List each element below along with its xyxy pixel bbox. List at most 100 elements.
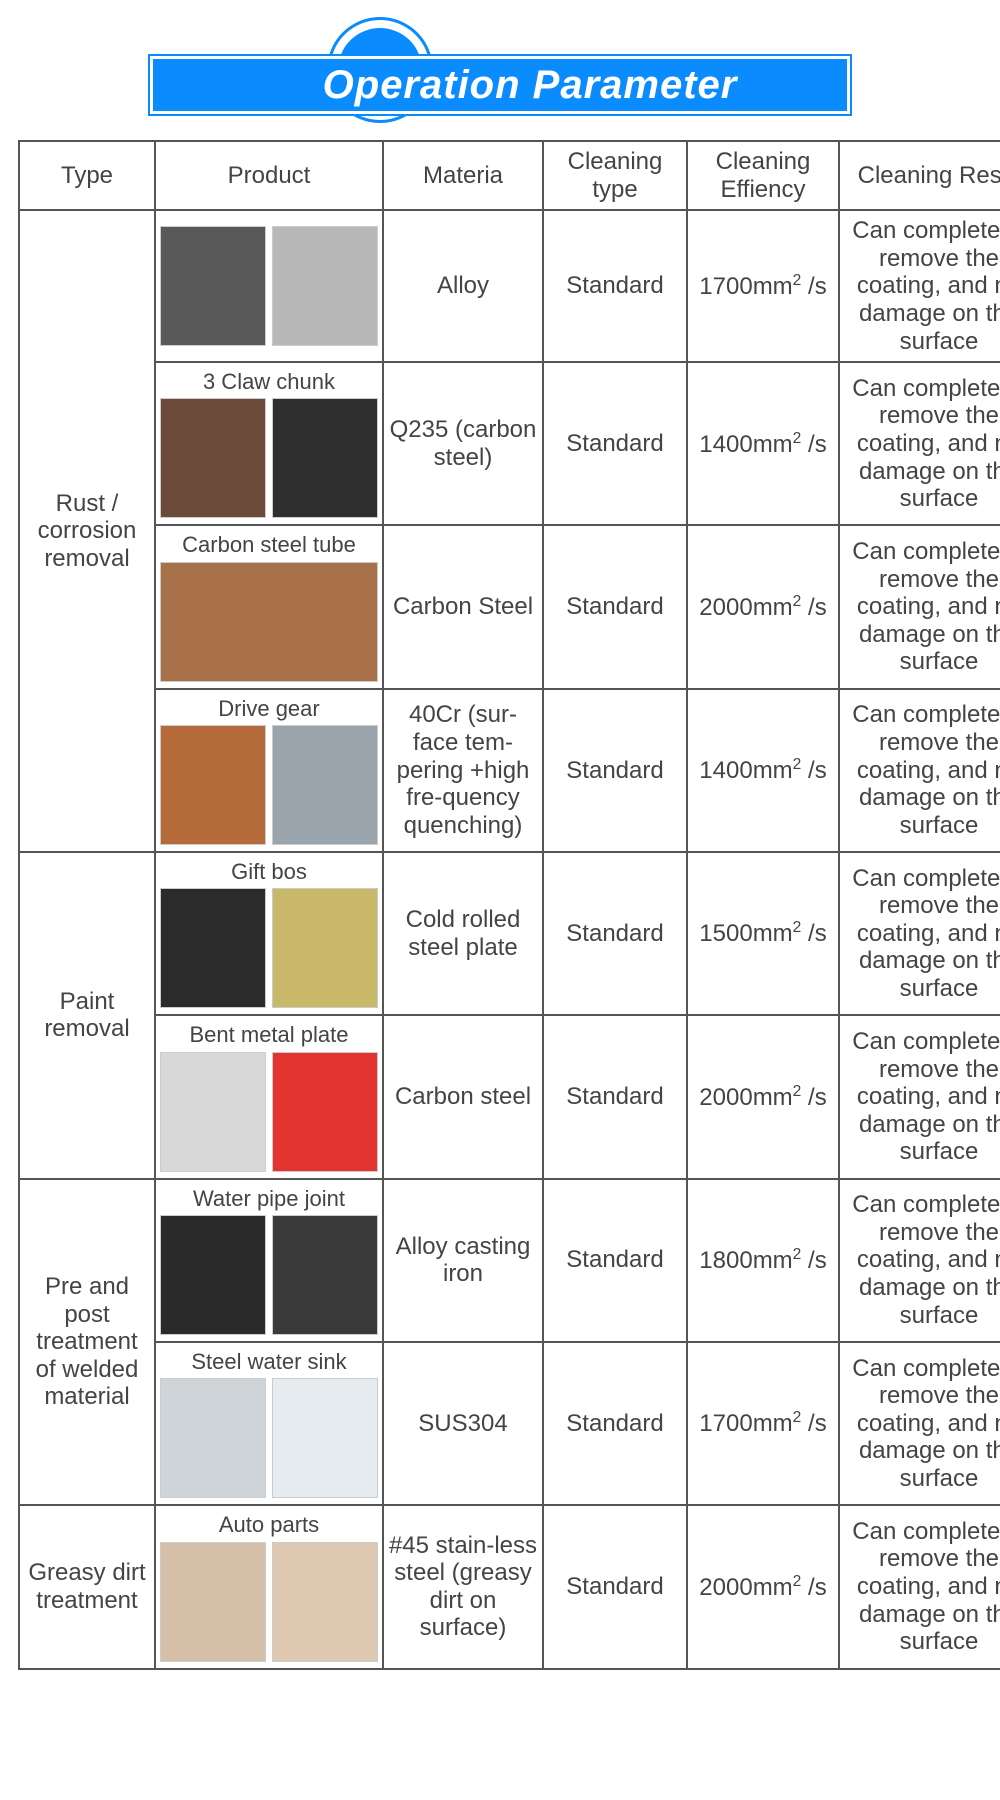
product-swatch	[160, 398, 266, 518]
efficiency-unit: /s	[801, 1084, 826, 1111]
efficiency-value: 1800mm	[699, 1247, 792, 1274]
table-row: Greasy dirt treatmentAuto parts#45 stain…	[19, 1505, 1000, 1668]
material-cell: 40Cr (sur-face tem-pering +high fre-quen…	[383, 689, 543, 852]
product-image-placeholder	[160, 1542, 378, 1662]
product-cell: Auto parts	[155, 1505, 383, 1668]
material-cell: Q235 (carbon steel)	[383, 362, 543, 525]
product-image-placeholder	[160, 226, 378, 346]
cleaning-type-cell: Standard	[543, 210, 687, 362]
result-cell: Can complete-ly remove the coating, and …	[839, 362, 1000, 525]
result-cell: Can complete-ly remove the coating, and …	[839, 1505, 1000, 1668]
efficiency-value: 2000mm	[699, 594, 792, 621]
efficiency-cell: 2000mm2 /s	[687, 1505, 839, 1668]
efficiency-value: 2000mm	[699, 1574, 792, 1601]
product-cell: Carbon steel tube	[155, 525, 383, 688]
cleaning-type-cell: Standard	[543, 362, 687, 525]
banner-bar: Operation Parameter	[150, 56, 850, 114]
product-cell	[155, 210, 383, 362]
product-label: 3 Claw chunk	[160, 369, 378, 394]
table-row: Steel water sinkSUS304Standard1700mm2 /s…	[19, 1342, 1000, 1505]
product-swatch	[272, 1052, 378, 1172]
efficiency-unit: /s	[801, 273, 826, 300]
product-label: Drive gear	[160, 696, 378, 721]
result-cell: Can complete-ly remove the coating, and …	[839, 1015, 1000, 1178]
header-cleaning-eff: Cleaning Effiency	[687, 141, 839, 210]
product-image-placeholder	[160, 1215, 378, 1335]
cleaning-type-cell: Standard	[543, 852, 687, 1015]
product-image-placeholder	[160, 562, 378, 682]
product-swatch	[272, 1215, 378, 1335]
banner-title: Operation Parameter	[323, 63, 738, 108]
product-image-placeholder	[160, 1378, 378, 1498]
product-label: Carbon steel tube	[160, 532, 378, 557]
header-material: Materia	[383, 141, 543, 210]
product-cell: Water pipe joint	[155, 1179, 383, 1342]
efficiency-cell: 1700mm2 /s	[687, 210, 839, 362]
efficiency-cell: 2000mm2 /s	[687, 525, 839, 688]
type-cell: Paint removal	[19, 852, 155, 1179]
table-row: Paint removalGift bosCold rolled steel p…	[19, 852, 1000, 1015]
product-swatch	[160, 1052, 266, 1172]
product-cell: Gift bos	[155, 852, 383, 1015]
product-swatch	[272, 1542, 378, 1662]
product-image-placeholder	[160, 725, 378, 845]
product-swatch	[272, 1378, 378, 1498]
efficiency-value: 1400mm	[699, 431, 792, 458]
type-cell: Rust / corrosion removal	[19, 210, 155, 852]
product-swatch	[272, 398, 378, 518]
efficiency-unit: /s	[801, 1574, 826, 1601]
efficiency-value: 2000mm	[699, 1084, 792, 1111]
cleaning-type-cell: Standard	[543, 689, 687, 852]
result-cell: Can complete-ly remove the coating, and …	[839, 210, 1000, 362]
product-swatch	[272, 226, 378, 346]
efficiency-cell: 2000mm2 /s	[687, 1015, 839, 1178]
header-type: Type	[19, 141, 155, 210]
product-swatch	[160, 562, 378, 682]
product-swatch	[160, 1542, 266, 1662]
cleaning-type-cell: Standard	[543, 1342, 687, 1505]
banner: Operation Parameter	[0, 20, 1000, 120]
efficiency-cell: 1400mm2 /s	[687, 689, 839, 852]
product-image-placeholder	[160, 1052, 378, 1172]
product-cell: Bent metal plate	[155, 1015, 383, 1178]
type-cell: Pre and post treatment of welded materia…	[19, 1179, 155, 1506]
efficiency-value: 1500mm	[699, 920, 792, 947]
material-cell: Carbon steel	[383, 1015, 543, 1178]
cleaning-type-cell: Standard	[543, 1179, 687, 1342]
result-cell: Can complete-ly remove the coating, and …	[839, 852, 1000, 1015]
product-swatch	[272, 888, 378, 1008]
product-label: Bent metal plate	[160, 1022, 378, 1047]
cleaning-type-cell: Standard	[543, 525, 687, 688]
efficiency-cell: 1800mm2 /s	[687, 1179, 839, 1342]
table-row: Carbon steel tubeCarbon SteelStandard200…	[19, 525, 1000, 688]
product-image-placeholder	[160, 888, 378, 1008]
table-row: Rust / corrosion removalAlloyStandard170…	[19, 210, 1000, 362]
efficiency-unit: /s	[801, 1410, 826, 1437]
result-cell: Can complete-ly remove the coating, and …	[839, 1179, 1000, 1342]
material-cell: Alloy	[383, 210, 543, 362]
product-cell: Drive gear	[155, 689, 383, 852]
result-cell: Can complete-ly remove the coating, and …	[839, 689, 1000, 852]
cleaning-type-cell: Standard	[543, 1015, 687, 1178]
cleaning-type-cell: Standard	[543, 1505, 687, 1668]
product-label: Auto parts	[160, 1512, 378, 1537]
result-cell: Can complete-ly remove the coating, and …	[839, 1342, 1000, 1505]
efficiency-value: 1700mm	[699, 273, 792, 300]
header-cleaning-result: Cleaning Resul	[839, 141, 1000, 210]
product-label: Steel water sink	[160, 1349, 378, 1374]
table-row: 3 Claw chunkQ235 (carbon steel)Standard 1…	[19, 362, 1000, 525]
product-swatch	[160, 226, 266, 346]
product-swatch	[160, 1215, 266, 1335]
material-cell: Carbon Steel	[383, 525, 543, 688]
efficiency-value: 1700mm	[699, 1410, 792, 1437]
product-swatch	[272, 725, 378, 845]
product-label: Water pipe joint	[160, 1186, 378, 1211]
product-swatch	[160, 888, 266, 1008]
product-image-placeholder	[160, 398, 378, 518]
efficiency-unit: /s	[801, 1247, 826, 1274]
product-swatch	[160, 1378, 266, 1498]
efficiency-value: 1400mm	[699, 757, 792, 784]
material-cell: #45 stain-less steel (greasy dirt on sur…	[383, 1505, 543, 1668]
material-cell: Cold rolled steel plate	[383, 852, 543, 1015]
product-swatch	[160, 725, 266, 845]
